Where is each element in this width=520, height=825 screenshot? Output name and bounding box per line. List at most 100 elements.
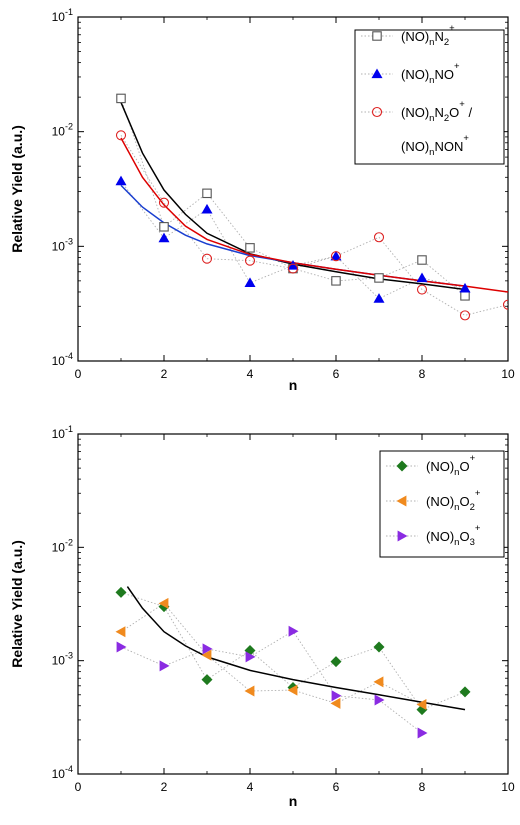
- data-point: [244, 277, 256, 288]
- axes: 0 2 4 6 8 10 10-4 10-3 10-2 10-1: [52, 7, 515, 381]
- series-connector-line: [120, 180, 466, 300]
- data-point: [416, 284, 428, 295]
- x-tick-label: 4: [247, 367, 254, 381]
- y-tick-label: 10-3: [52, 651, 73, 668]
- legend-marker: [372, 31, 382, 41]
- data-point: [115, 586, 127, 598]
- data-point: [201, 674, 213, 686]
- x-tick-label: 4: [247, 780, 254, 794]
- y-tick-label: 10-3: [52, 236, 73, 253]
- data-point: [330, 250, 342, 261]
- legend-entry: (NO)nN2+: [401, 23, 455, 48]
- legend-entry: (NO)nNO+: [401, 61, 460, 86]
- legend-marker: [396, 460, 408, 472]
- data-point: [244, 255, 256, 266]
- y-tick-label: 10-4: [52, 351, 73, 368]
- data-point: [245, 651, 256, 663]
- data-point: [287, 684, 298, 696]
- data-point: [116, 641, 127, 653]
- data-point: [202, 643, 213, 655]
- legend-entry: (NO)nO+: [426, 453, 476, 478]
- x-tick-label: 8: [419, 780, 426, 794]
- y-axis-label: Relative Yield (a.u.): [9, 540, 25, 668]
- data-point: [459, 310, 471, 321]
- legend-marker: [371, 106, 383, 118]
- data-point: [330, 251, 342, 262]
- plot-frame: [77, 433, 509, 775]
- data-point: [330, 697, 341, 709]
- legend-entry: (NO)nN2O+ /: [401, 99, 472, 124]
- data-point: [245, 243, 255, 253]
- series-connector-line: [120, 630, 423, 734]
- data-point: [330, 656, 342, 668]
- x-tick-label: 6: [333, 367, 340, 381]
- data-point: [159, 660, 170, 672]
- data-point: [202, 188, 212, 199]
- data-point: [459, 282, 471, 293]
- top-chart-panel: 0 2 4 6 8 10 10-4 10-3 10-2 10-1 n Relative Yield (…: [9, 7, 515, 393]
- fit-curve: [126, 586, 466, 711]
- plot-area: [115, 93, 508, 321]
- data-point: [201, 203, 213, 214]
- data-point: [331, 690, 342, 702]
- y-tick-label: 10-1: [52, 424, 73, 441]
- data-point: [287, 260, 299, 270]
- data-point: [287, 263, 299, 274]
- data-point: [416, 272, 428, 283]
- bottom-chart-panel: 0 2 4 6 8 10 10-4 10-3 10-2 10-1 n Relative Yield (…: [9, 424, 515, 809]
- x-tick-label: 8: [419, 367, 426, 381]
- x-tick-label: 10: [501, 780, 515, 794]
- x-axis-label: n: [289, 793, 298, 809]
- data-point: [116, 93, 126, 104]
- data-point: [373, 641, 385, 653]
- data-point: [374, 694, 385, 706]
- data-point: [115, 626, 126, 638]
- y-tick-label: 10-4: [52, 764, 73, 781]
- x-tick-label: 0: [75, 780, 82, 794]
- data-point: [159, 222, 169, 232]
- data-point: [374, 273, 384, 283]
- legend-marker: [396, 495, 407, 507]
- data-point: [201, 253, 213, 264]
- legend-entry: (NO)nO2+: [426, 488, 481, 513]
- y-axis-label: Relative Yield (a.u.): [9, 125, 25, 253]
- x-tick-label: 2: [161, 780, 168, 794]
- series-connector-line: [120, 602, 423, 705]
- data-point: [416, 699, 427, 711]
- y-tick-label: 10-2: [52, 537, 73, 554]
- legend-marker: [371, 68, 383, 79]
- data-point: [502, 299, 508, 310]
- plot-frame: [77, 16, 509, 362]
- data-point: [417, 255, 427, 265]
- x-tick-label: 0: [75, 367, 82, 381]
- data-point: [373, 293, 385, 303]
- y-tick-label: 10-1: [52, 7, 73, 24]
- data-point: [201, 649, 212, 661]
- legend: (NO)nO+ (NO)nO2+ (NO)nO3+: [379, 450, 505, 558]
- data-point: [459, 686, 471, 698]
- data-point: [288, 625, 299, 637]
- legend: (NO)nN2+ (NO)nNO+ (NO)nN2O+ / (NO)nNON+: [354, 23, 505, 165]
- data-point: [373, 676, 384, 688]
- data-point: [244, 685, 255, 697]
- x-tick-label: 10: [501, 367, 515, 381]
- x-tick-label: 2: [161, 367, 168, 381]
- legend-entry: (NO)nNON+: [401, 133, 469, 158]
- data-point: [460, 291, 470, 301]
- legend-entry: (NO)nO3+: [426, 523, 481, 548]
- data-point: [158, 197, 170, 208]
- y-tick-label: 10-2: [52, 122, 73, 139]
- plot-area: [115, 586, 471, 739]
- series-connector-line: [120, 135, 508, 316]
- legend-box: [354, 29, 505, 165]
- data-point: [158, 232, 170, 243]
- data-point: [373, 232, 385, 243]
- legend-marker: [397, 530, 408, 542]
- data-point: [115, 130, 127, 141]
- data-point: [115, 175, 127, 186]
- data-point: [158, 597, 169, 609]
- data-point: [417, 727, 428, 739]
- x-tick-label: 6: [333, 780, 340, 794]
- axes: 0 2 4 6 8 10 10-4 10-3 10-2 10-1: [52, 424, 515, 794]
